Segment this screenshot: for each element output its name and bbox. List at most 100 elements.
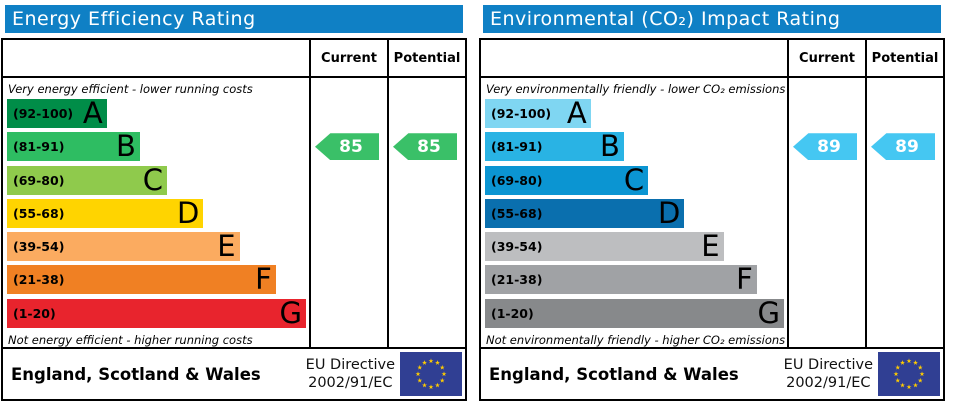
band-letter: E: [701, 229, 720, 264]
current-rating-value: 89: [817, 136, 841, 157]
current-column-header: Current: [787, 40, 865, 76]
potential-rating-arrow: 85: [393, 133, 457, 161]
band-bar-f: (21-38) F: [485, 262, 757, 297]
band-range-label: (21-38): [491, 272, 543, 288]
band-row-c: (69-80) C: [7, 162, 309, 199]
band-bar-b: (81-91) B: [7, 129, 140, 164]
bands-area: Very energy efficient - lower running co…: [3, 78, 309, 347]
band-range-label: (69-80): [13, 172, 65, 188]
band-range-label: (55-68): [13, 205, 65, 221]
table-body: Very environmentally friendly - lower CO…: [481, 76, 943, 348]
panel-title-bar: Environmental (CO₂) Impact Rating: [483, 5, 941, 33]
table-footer: England, Scotland & Wales EU Directive 2…: [3, 347, 465, 399]
region-label: England, Scotland & Wales: [11, 364, 261, 384]
current-column: 89: [787, 78, 865, 348]
potential-rating-arrow: 89: [871, 133, 935, 161]
top-note: Very energy efficient - lower running co…: [8, 81, 253, 96]
band-bar-c: (69-80) C: [485, 162, 649, 197]
band-range-label: (81-91): [13, 139, 65, 155]
band-letter: F: [736, 262, 753, 297]
eu-directive-label: EU Directive 2002/91/EC: [784, 356, 873, 392]
table-header-row: Current Potential: [481, 40, 943, 76]
band-letter: F: [255, 262, 272, 297]
eu-directive-line1: EU Directive: [305, 356, 395, 373]
top-note: Very environmentally friendly - lower CO…: [486, 81, 786, 96]
table-header-row: Current Potential: [3, 40, 465, 76]
band-range-label: (1-20): [491, 305, 534, 321]
band-range-label: (69-80): [491, 172, 543, 188]
bottom-note: Not environmentally friendly - higher CO…: [486, 332, 786, 347]
band-row-e: (39-54) E: [7, 232, 309, 265]
eu-flag-icon: [400, 352, 462, 397]
band-bar-g: (1-20) G: [7, 295, 306, 330]
band-range-label: (39-54): [13, 239, 65, 255]
current-rating-arrow: 85: [315, 133, 379, 161]
band-letter: E: [217, 229, 236, 264]
panel-title-bar: Energy Efficiency Rating: [5, 5, 463, 33]
band-range-label: (39-54): [491, 239, 543, 255]
header-spacer: [3, 40, 309, 76]
band-letter: C: [142, 162, 164, 197]
band-row-g: (1-20) G: [485, 298, 787, 332]
band-letter: C: [623, 162, 645, 197]
band-letter: A: [82, 96, 103, 130]
band-row-a: (92-100) A: [485, 99, 787, 132]
eu-directive-line1: EU Directive: [783, 356, 873, 373]
band-row-a: (92-100) A: [7, 99, 309, 132]
header-spacer: [481, 40, 787, 76]
band-letter: G: [279, 295, 302, 330]
current-rating-value: 85: [339, 136, 363, 157]
band-bar-g: (1-20) G: [485, 298, 784, 328]
eu-directive-line2: 2002/91/EC: [308, 375, 393, 392]
band-range-label: (21-38): [13, 272, 65, 288]
band-letter: B: [600, 129, 620, 164]
band-bar-c: (69-80) C: [7, 162, 168, 197]
band-bar-d: (55-68) D: [7, 195, 204, 230]
band-row-b: (81-91) B: [7, 132, 309, 165]
band-range-label: (92-100): [13, 106, 74, 121]
potential-column: 89: [865, 78, 943, 348]
potential-column-header: Potential: [387, 40, 465, 76]
band-bar-a: (92-100) A: [7, 99, 107, 128]
rating-table: Current Potential Very environmentally f…: [479, 38, 945, 402]
band-range-label: (92-100): [491, 106, 552, 121]
eu-directive-line2: 2002/91/EC: [786, 375, 871, 392]
band-range-label: (55-68): [491, 205, 543, 221]
band-bar-e: (39-54) E: [7, 229, 240, 264]
table-footer: England, Scotland & Wales EU Directive 2…: [481, 347, 943, 399]
panel-title: Energy Efficiency Rating: [12, 8, 256, 30]
band-row-d: (55-68) D: [485, 195, 787, 232]
rating-table: Current Potential Very energy efficient …: [1, 38, 467, 402]
band-letter: D: [176, 195, 200, 230]
band-bar-d: (55-68) D: [485, 195, 685, 230]
current-column: 85: [309, 78, 387, 348]
band-bar-b: (81-91) B: [485, 129, 624, 164]
band-row-c: (69-80) C: [485, 162, 787, 199]
band-row-e: (39-54) E: [485, 232, 787, 265]
eu-flag-icon: [878, 352, 940, 397]
band-bar-e: (39-54) E: [485, 229, 724, 264]
environmental-impact-panel: Environmental (CO₂) Impact Rating Curren…: [479, 5, 945, 402]
band-range-label: (81-91): [491, 139, 543, 155]
band-letter: B: [115, 129, 136, 164]
band-row-b: (81-91) B: [485, 132, 787, 165]
band-row-f: (21-38) F: [7, 265, 309, 298]
band-row-g: (1-20) G: [7, 295, 309, 332]
table-body: Very energy efficient - lower running co…: [3, 76, 465, 348]
bands: (92-100) A (81-91) B (69-80) C (55-68) D (39-54)…: [3, 99, 309, 332]
band-letter: D: [657, 195, 681, 230]
band-bar-a: (92-100) A: [485, 99, 591, 128]
current-column-header: Current: [309, 40, 387, 76]
bottom-note: Not energy efficient - higher running co…: [8, 332, 253, 347]
potential-rating-value: 89: [895, 136, 919, 157]
bands-area: Very environmentally friendly - lower CO…: [481, 78, 787, 347]
panel-title: Environmental (CO₂) Impact Rating: [490, 8, 841, 30]
eu-directive-label: EU Directive 2002/91/EC: [306, 356, 395, 392]
band-row-d: (55-68) D: [7, 195, 309, 232]
potential-column-header: Potential: [865, 40, 943, 76]
potential-rating-value: 85: [417, 136, 441, 157]
potential-column: 85: [387, 78, 465, 348]
band-row-f: (21-38) F: [485, 265, 787, 298]
band-range-label: (1-20): [13, 305, 56, 321]
energy-efficiency-panel: Energy Efficiency Rating Current Potenti…: [1, 5, 467, 402]
